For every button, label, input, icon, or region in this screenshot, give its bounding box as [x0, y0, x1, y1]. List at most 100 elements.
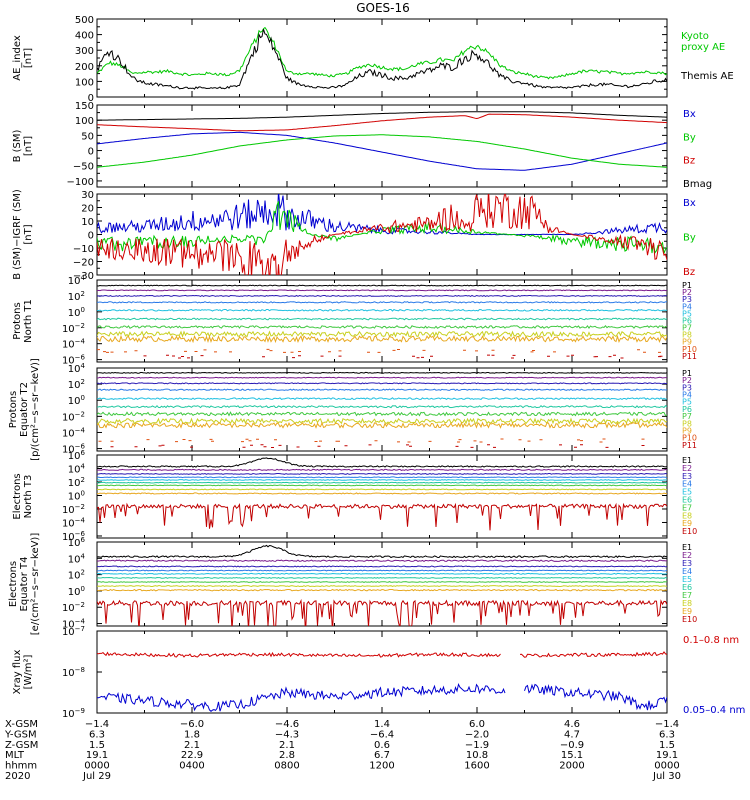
y-tick-label: 102 — [68, 290, 85, 303]
x-axis-value: 2000 — [559, 761, 584, 772]
x-axis-value: 2.8 — [279, 750, 295, 761]
series-line-p11 — [143, 354, 663, 359]
x-axis-value: −4.6 — [275, 719, 299, 730]
x-axis-value: 1.8 — [184, 729, 200, 740]
x-axis-value: 0400 — [179, 761, 204, 772]
x-axis-value: 2.1 — [184, 740, 200, 751]
y-tick-label: 10−4 — [62, 426, 86, 439]
legend-item: P7 — [682, 324, 692, 333]
legend-item: E3 — [682, 559, 692, 568]
series-line-bx — [97, 131, 667, 171]
y-tick-exponent: 4 — [81, 274, 86, 282]
series-line-e6 — [97, 481, 667, 484]
series-line-e10 — [97, 598, 667, 626]
x-axis-value: −1.4 — [655, 719, 679, 730]
series-line-0-1-0-8-nm — [97, 651, 667, 658]
x-axis-value: 1200 — [369, 761, 394, 772]
y-tick-exponent: 2 — [81, 290, 85, 298]
panel-frame — [96, 454, 668, 539]
y-tick-label: 106 — [68, 536, 86, 549]
series-line-p3 — [97, 294, 667, 297]
series-line-0-05-0-4-nm — [97, 682, 667, 712]
legend-item: E8 — [682, 599, 692, 608]
y-tick-label: 10−4 — [62, 338, 86, 351]
legend-item: Themis AE — [680, 71, 734, 82]
panel-frame — [96, 630, 668, 714]
legend-item: P5 — [682, 309, 692, 318]
x-axis-row-label: hhmm — [5, 761, 37, 772]
legend-item: E7 — [682, 503, 692, 512]
y-tick-exponent: −8 — [75, 666, 85, 674]
legend-item: By — [683, 132, 696, 143]
x-axis-value: Jul 30 — [652, 771, 681, 782]
x-axis-value: 6.0 — [469, 719, 485, 730]
y-axis-label: B (SM) — [12, 129, 23, 162]
series-line-e6 — [97, 576, 667, 579]
x-axis-value: −0.9 — [560, 740, 584, 751]
y-tick-exponent: −2 — [75, 601, 85, 609]
figure-title: GOES-16 — [356, 1, 410, 15]
y-tick-label: 200 — [75, 62, 94, 73]
series-line-p5 — [97, 397, 667, 401]
y-tick-label: −100 — [67, 177, 94, 188]
legend-item: E10 — [682, 527, 697, 536]
series-line-e10 — [97, 502, 667, 531]
legend-item: 0.1–0.8 nm — [683, 635, 739, 646]
series-line-e4 — [97, 569, 667, 572]
y-tick-label: 500 — [75, 15, 94, 26]
legend-item: P3 — [682, 295, 692, 304]
y-tick-exponent: 2 — [81, 569, 85, 577]
series-line-p6 — [97, 317, 667, 321]
series-line-p4 — [97, 301, 667, 304]
legend-item: proxy AE — [681, 42, 725, 53]
x-axis-value: −1.9 — [465, 740, 489, 751]
y-axis-label: [nT] — [23, 136, 34, 156]
series-group — [97, 26, 667, 90]
series-line-p7 — [97, 324, 667, 329]
panel-frame — [96, 279, 668, 363]
x-axis-value: −2.0 — [465, 729, 489, 740]
series-line-p10 — [97, 348, 661, 353]
series-line-themis-ae — [97, 29, 667, 90]
legend-item: Kyoto — [681, 31, 709, 42]
y-tick-label: 10−2 — [62, 503, 85, 516]
y-tick-label: −10 — [73, 244, 94, 255]
series-line-e7 — [97, 581, 667, 583]
legend-item: P4 — [682, 302, 692, 311]
y-tick-label: 10−4 — [62, 516, 86, 529]
series-line-p11 — [110, 444, 645, 448]
series-line-e1 — [97, 544, 667, 559]
x-axis-value: 1.5 — [659, 740, 675, 751]
legend-item: Bz — [683, 156, 695, 167]
y-axis-label: [W/m²] — [23, 654, 34, 689]
legend-item: P2 — [682, 288, 692, 297]
y-axis-label: [nT] — [23, 48, 34, 68]
legend-item: 0.05–0.4 nm — [683, 705, 745, 716]
y-axis-label: AE_index — [12, 35, 23, 81]
y-tick-exponent: −9 — [75, 707, 85, 715]
y-axis-label: Protons — [8, 391, 19, 428]
y-tick-label: 102 — [68, 569, 85, 582]
y-tick-exponent: 0 — [81, 489, 85, 497]
legend-item: E6 — [682, 496, 692, 505]
y-tick-label: 102 — [68, 378, 85, 391]
y-tick-exponent: 4 — [81, 552, 86, 560]
y-tick-exponent: −2 — [75, 503, 85, 511]
y-tick-label: 10−9 — [62, 707, 85, 720]
y-tick-exponent: −6 — [75, 354, 86, 362]
x-axis-value: Jul 29 — [82, 771, 111, 782]
series-line-p9 — [97, 334, 667, 344]
x-axis-value: 19.1 — [656, 750, 678, 761]
x-axis-value: −6.0 — [180, 719, 204, 730]
legend-item: Bmag — [683, 179, 712, 190]
series-group — [97, 371, 667, 448]
y-tick-label: 100 — [68, 306, 85, 319]
series-line-p10 — [98, 438, 645, 443]
legend-item: P6 — [682, 405, 692, 414]
legend-item: E10 — [682, 615, 697, 624]
y-axis-label: Xray flux — [12, 650, 23, 695]
y-axis-label: Protons — [12, 302, 23, 339]
legend-item: E1 — [682, 456, 692, 465]
